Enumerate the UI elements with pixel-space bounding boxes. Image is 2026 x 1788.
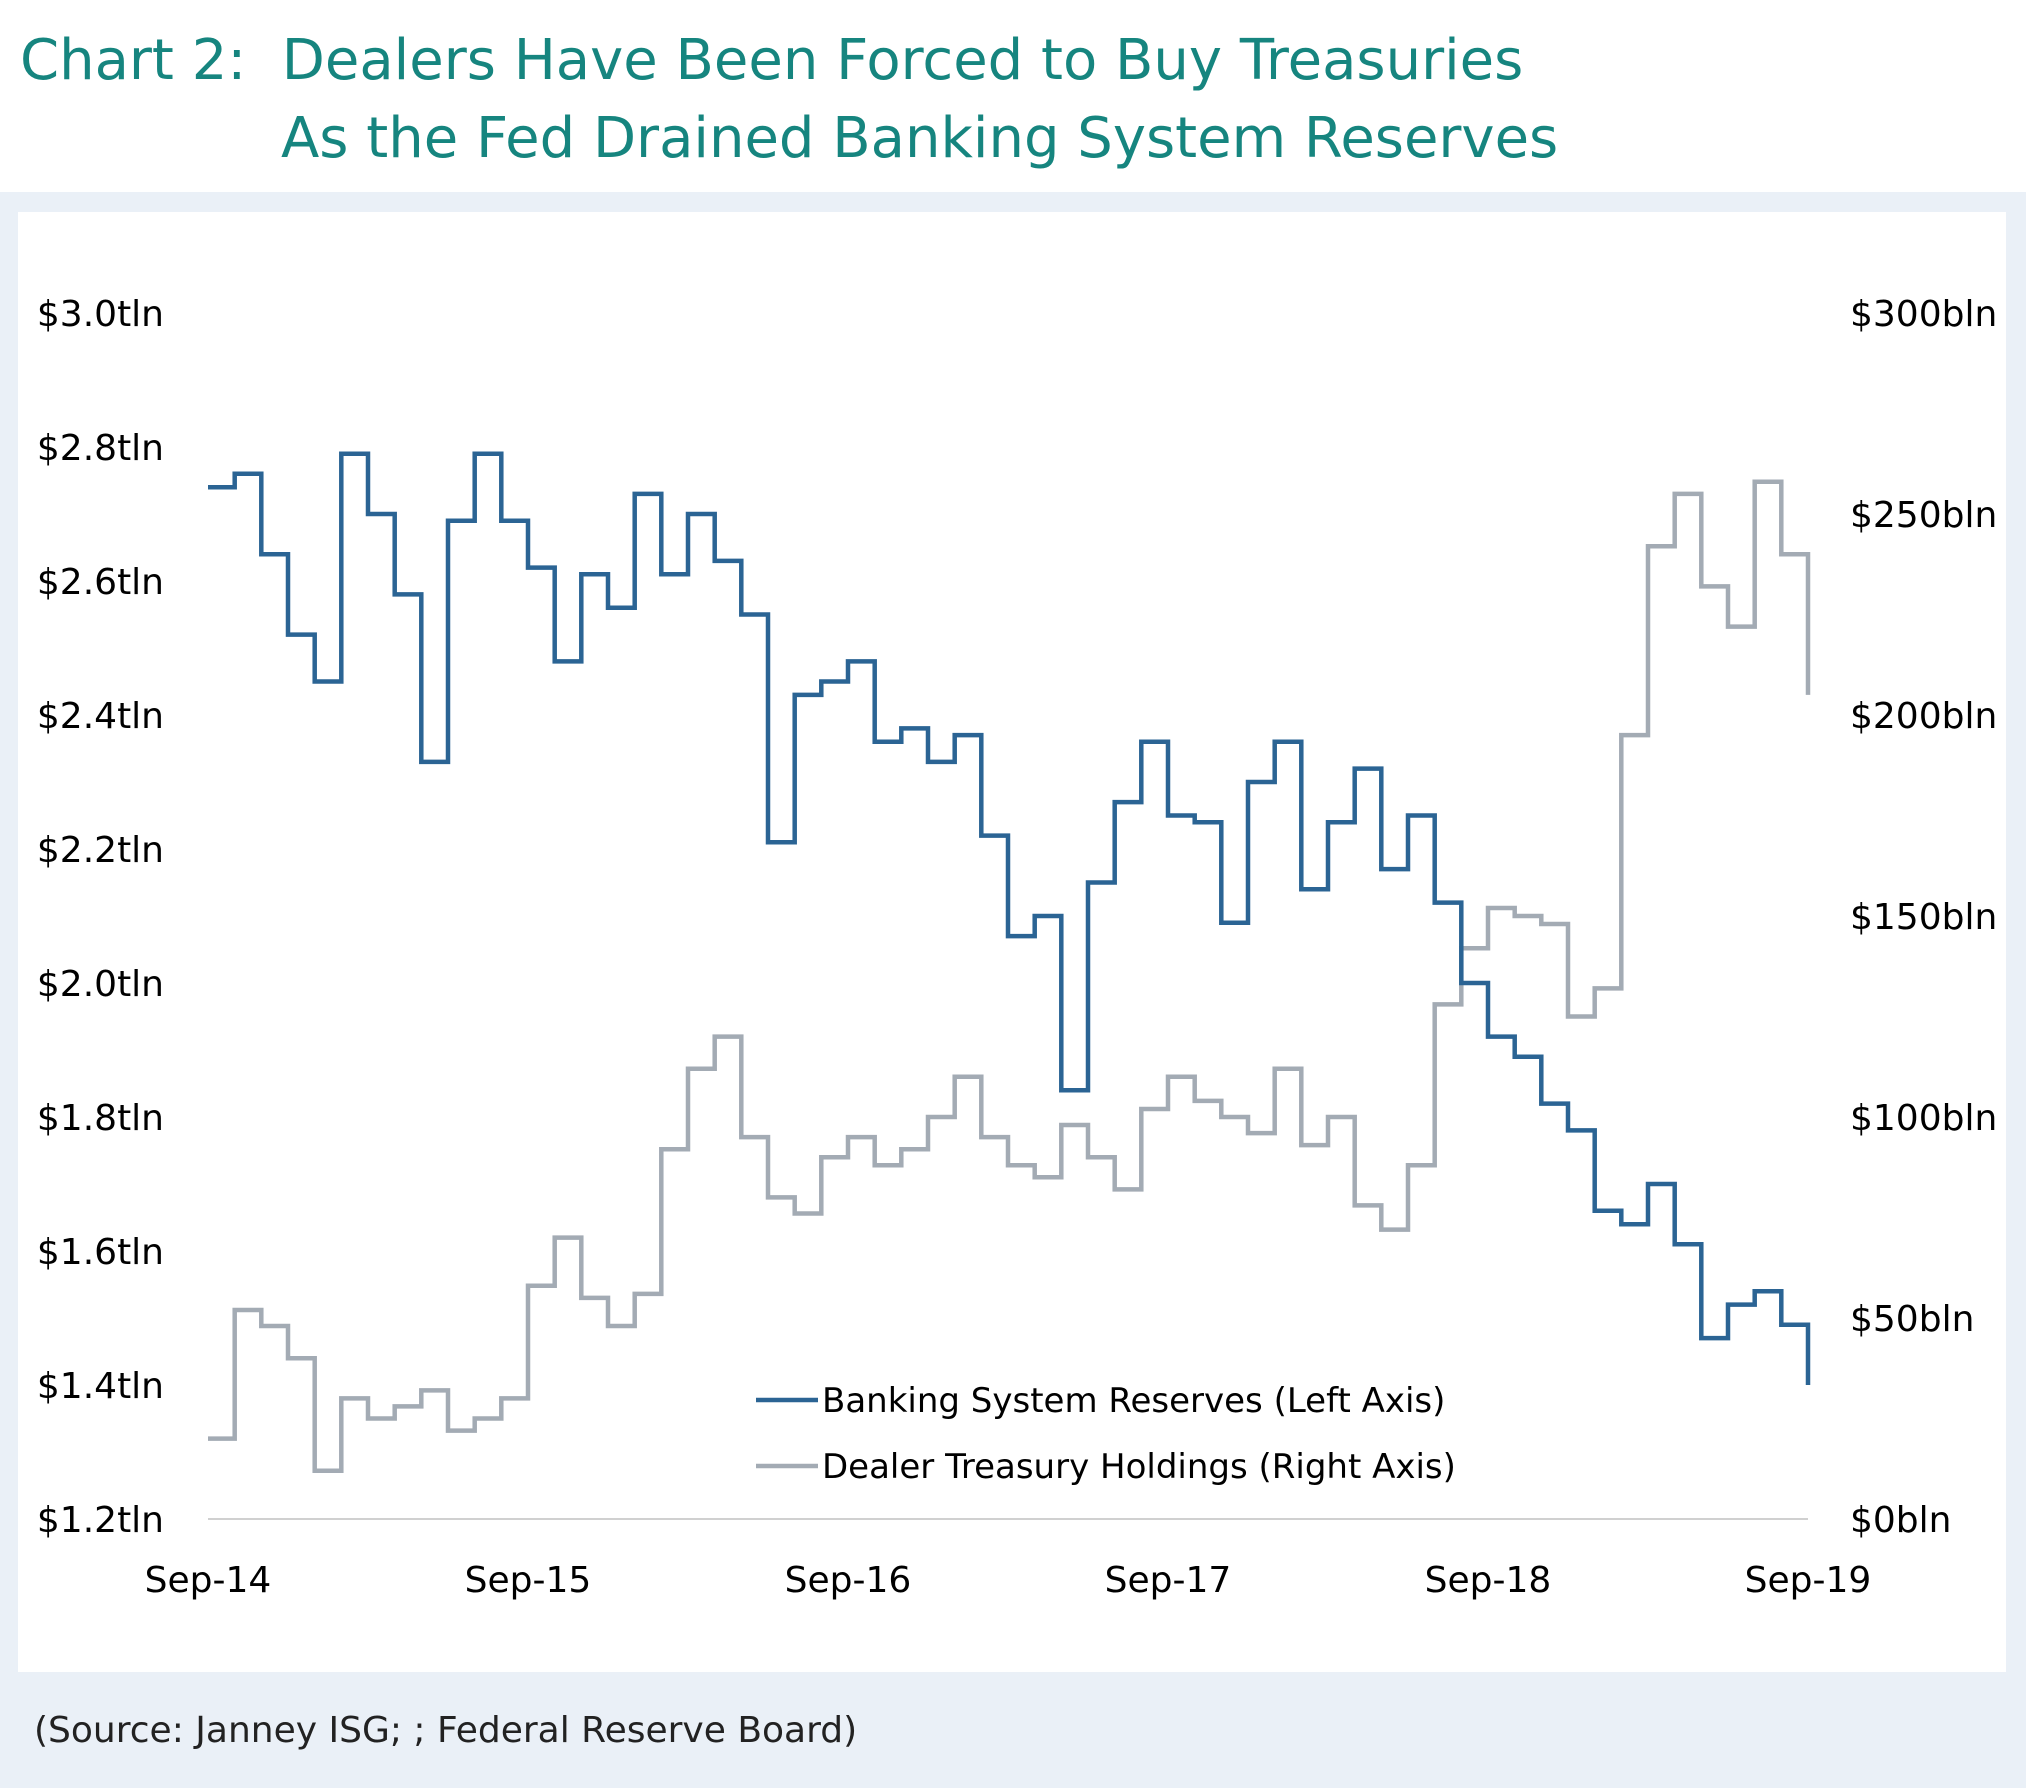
right-axis-tick-label: $300bln bbox=[1850, 294, 1997, 335]
source-note: (Source: Janney ISG; ; Federal Reserve B… bbox=[34, 1710, 858, 1751]
chart-title-line-2: As the Fed Drained Banking System Reserv… bbox=[281, 106, 1559, 171]
right-axis-tick-label: $100bln bbox=[1850, 1098, 1997, 1139]
right-axis-tick-label: $50bln bbox=[1850, 1299, 1974, 1340]
chart-title-line-1: Chart 2: Dealers Have Been Forced to Buy… bbox=[20, 28, 1524, 93]
legend-reserves-label: Banking System Reserves (Left Axis) bbox=[822, 1381, 1445, 1421]
x-axis-tick-label: Sep-15 bbox=[465, 1560, 592, 1601]
x-axis-tick-label: Sep-16 bbox=[785, 1560, 912, 1601]
x-axis-tick-label: Sep-18 bbox=[1425, 1560, 1552, 1601]
left-axis-tick-label: $2.0tln bbox=[37, 964, 164, 1005]
right-axis-tick-label: $0bln bbox=[1850, 1500, 1951, 1541]
chart-title: Chart 2: Dealers Have Been Forced to Buy… bbox=[20, 22, 1558, 178]
x-axis-tick-label: Sep-17 bbox=[1105, 1560, 1232, 1601]
left-axis-tick-label: $1.8tln bbox=[37, 1098, 164, 1139]
right-axis-tick-label: $150bln bbox=[1850, 897, 1997, 938]
left-axis-tick-label: $2.6tln bbox=[37, 562, 164, 603]
x-axis-tick-label: Sep-19 bbox=[1745, 1560, 1872, 1601]
left-axis-tick-label: $2.4tln bbox=[37, 696, 164, 737]
left-axis-tick-label: $2.2tln bbox=[37, 830, 164, 871]
treasury-series-line bbox=[208, 479, 1811, 1474]
left-axis-tick-label: $1.4tln bbox=[37, 1366, 164, 1407]
reserves-series-line bbox=[208, 451, 1811, 1385]
x-axis-tick-label: Sep-14 bbox=[145, 1560, 272, 1601]
left-axis-tick-label: $1.2tln bbox=[37, 1500, 164, 1541]
left-axis-tick-label: $3.0tln bbox=[37, 294, 164, 335]
right-axis-tick-label: $250bln bbox=[1850, 495, 1997, 536]
left-axis-tick-label: $1.6tln bbox=[37, 1232, 164, 1273]
left-axis-tick-label: $2.8tln bbox=[37, 428, 164, 469]
right-axis-tick-label: $200bln bbox=[1850, 696, 1997, 737]
legend-treasury-label: Dealer Treasury Holdings (Right Axis) bbox=[822, 1447, 1456, 1487]
